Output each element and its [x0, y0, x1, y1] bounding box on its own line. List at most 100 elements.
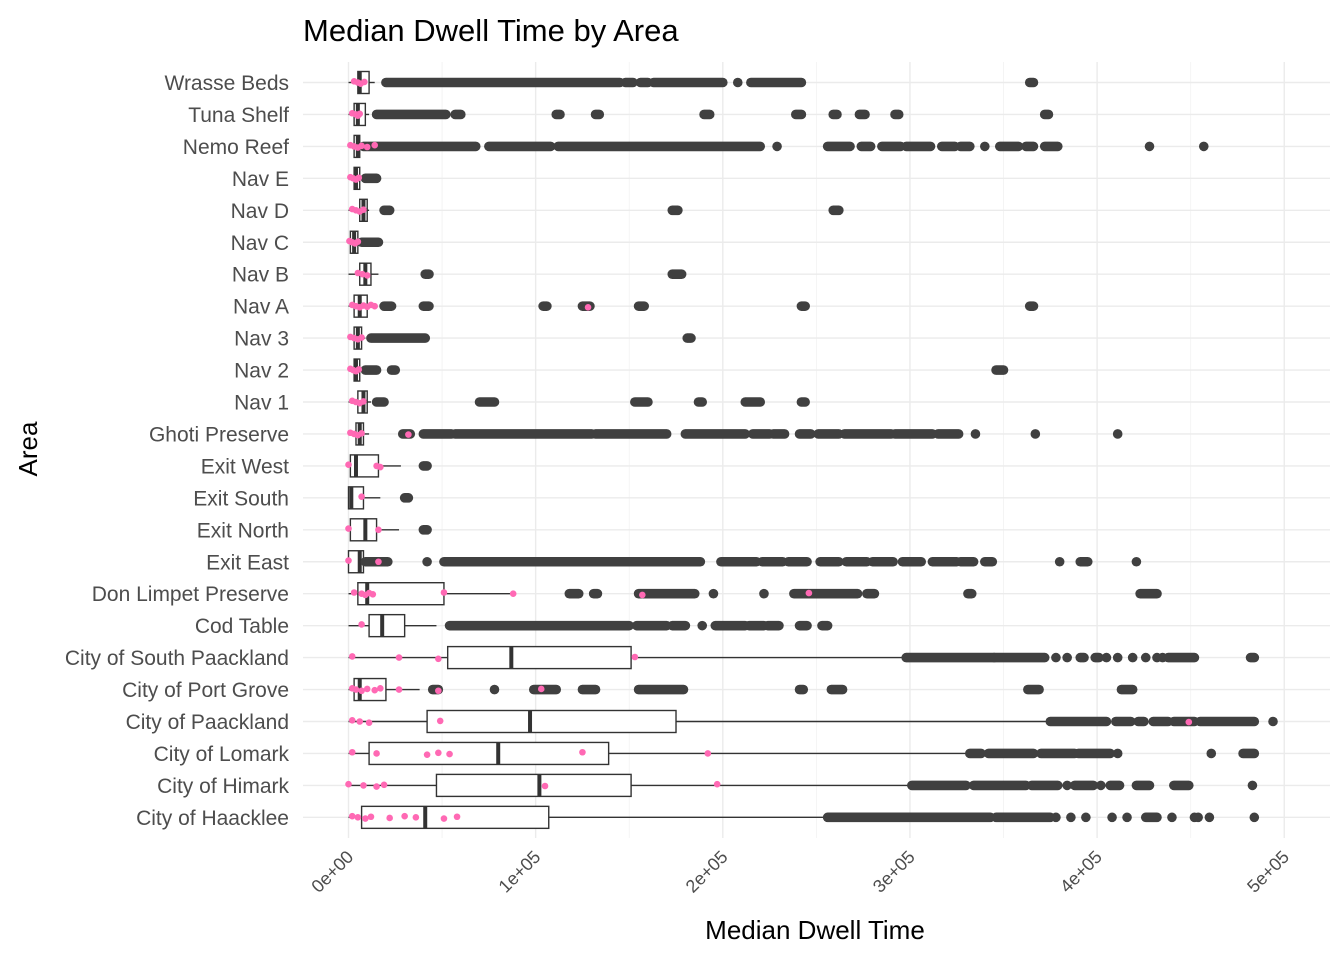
y-tick-label: Exit North — [197, 519, 289, 542]
outlier-cluster — [890, 109, 904, 120]
outlier-point — [1167, 812, 1177, 823]
outlier-point — [1112, 429, 1123, 439]
outlier-cluster — [1026, 780, 1063, 791]
outlier-cluster — [994, 141, 1024, 152]
outlier-cluster — [484, 141, 556, 152]
y-tick-label: City of Port Grove — [122, 679, 289, 702]
jitter-point — [631, 653, 639, 661]
outlier-cluster — [379, 301, 397, 311]
outlier-cluster — [444, 620, 635, 631]
outlier-cluster — [963, 588, 977, 599]
outlier-point — [1127, 652, 1138, 663]
jitter-point — [541, 782, 549, 790]
outlier-point — [1107, 812, 1117, 823]
jitter-point — [537, 685, 545, 693]
whiskers — [348, 81, 1051, 819]
y-tick-label: Nav E — [232, 168, 289, 191]
outlier-cluster — [841, 556, 872, 567]
jitter-point — [401, 812, 408, 820]
outlier-cluster — [667, 620, 691, 631]
outlier-point — [1066, 812, 1076, 823]
jitter-point — [350, 589, 358, 596]
outlier-point — [1062, 652, 1072, 663]
jitter-point — [365, 719, 373, 726]
x-tick-labels: 0e+00 1e+05 2e+05 3e+05 4e+05 5e+05 — [307, 847, 1293, 897]
outlier-cluster — [710, 620, 751, 631]
outlier-cluster — [1075, 556, 1093, 567]
outlier-point — [980, 141, 990, 152]
outlier-point — [1081, 812, 1091, 823]
x-tick-label: 4e+05 — [1056, 847, 1106, 897]
boxes — [347, 70, 677, 830]
jitter-point — [360, 782, 367, 789]
outlier-cluster — [757, 556, 788, 567]
y-tick-label: Wrasse Beds — [165, 72, 290, 95]
jitter-point — [362, 815, 369, 822]
outlier-cluster — [989, 652, 1050, 663]
outlier-point — [1051, 652, 1061, 663]
outlier-cluster — [450, 429, 597, 439]
outlier-cluster — [794, 684, 809, 695]
y-tick-label: Nav B — [232, 264, 289, 287]
jitter-point — [363, 685, 371, 693]
jitter-point — [375, 558, 382, 566]
y-tick-label: City of Himark — [157, 775, 289, 798]
outlier-point — [1204, 812, 1215, 823]
outlier-cluster — [381, 77, 625, 88]
outlier-cluster — [474, 397, 500, 407]
outlier-cluster — [955, 556, 979, 567]
outlier-cluster — [588, 588, 603, 599]
outlier-cluster — [366, 333, 431, 343]
jitter-point — [352, 686, 360, 693]
outlier-points — [356, 77, 1278, 823]
outlier-cluster — [682, 333, 696, 343]
outlier-cluster — [620, 77, 638, 88]
outlier-cluster — [371, 109, 451, 120]
outlier-cluster — [360, 365, 382, 375]
outlier-cluster — [528, 684, 562, 695]
y-tick-label: Nav C — [231, 232, 289, 255]
outlier-cluster — [936, 141, 960, 152]
outlier-cluster — [360, 173, 382, 184]
y-tick-labels: Wrasse Beds Tuna Shelf Nemo Reef Nav E Nav D… — [65, 72, 290, 830]
jitter-point — [423, 751, 431, 758]
jitter-point — [354, 814, 362, 821]
y-tick-label: City of South Paackland — [65, 647, 289, 670]
outlier-cluster — [1111, 716, 1136, 727]
outlier-cluster — [1090, 652, 1104, 663]
y-tick-label: City of Lomark — [154, 743, 290, 766]
y-tick-label: Ghoti Preserve — [149, 423, 289, 446]
y-tick-label: Nav 2 — [234, 360, 289, 383]
jitter-point — [348, 717, 356, 724]
jitter-point — [395, 654, 403, 661]
outlier-cluster — [933, 429, 964, 439]
outlier-cluster — [813, 429, 844, 439]
outlier-cluster — [862, 588, 880, 599]
jitter-point — [373, 783, 380, 790]
jitter-point — [375, 526, 382, 534]
outlier-point — [1131, 556, 1142, 567]
outlier-cluster — [1036, 748, 1080, 759]
outlier-point — [1112, 748, 1123, 759]
jitter-point — [435, 687, 442, 695]
outlier-cluster — [1116, 684, 1138, 695]
jitter-point — [356, 718, 364, 725]
outlier-cluster — [927, 556, 962, 567]
outlier-cluster — [1148, 716, 1174, 727]
outlier-cluster — [439, 556, 706, 567]
jitter-point — [373, 750, 380, 757]
jitter-point — [358, 334, 365, 341]
jitter-point — [440, 589, 448, 596]
jitter-point — [435, 749, 442, 757]
jitter-point — [639, 591, 646, 599]
jitter-point — [446, 750, 453, 758]
outlier-cluster — [590, 109, 605, 120]
outlier-point — [732, 77, 743, 88]
x-tick-label: 0e+00 — [307, 847, 357, 897]
outlier-point — [1206, 748, 1217, 759]
outlier-cluster — [1045, 716, 1112, 727]
outlier-cluster — [420, 269, 434, 279]
outlier-cluster — [648, 77, 728, 88]
y-tick-label: Exit South — [193, 487, 289, 510]
